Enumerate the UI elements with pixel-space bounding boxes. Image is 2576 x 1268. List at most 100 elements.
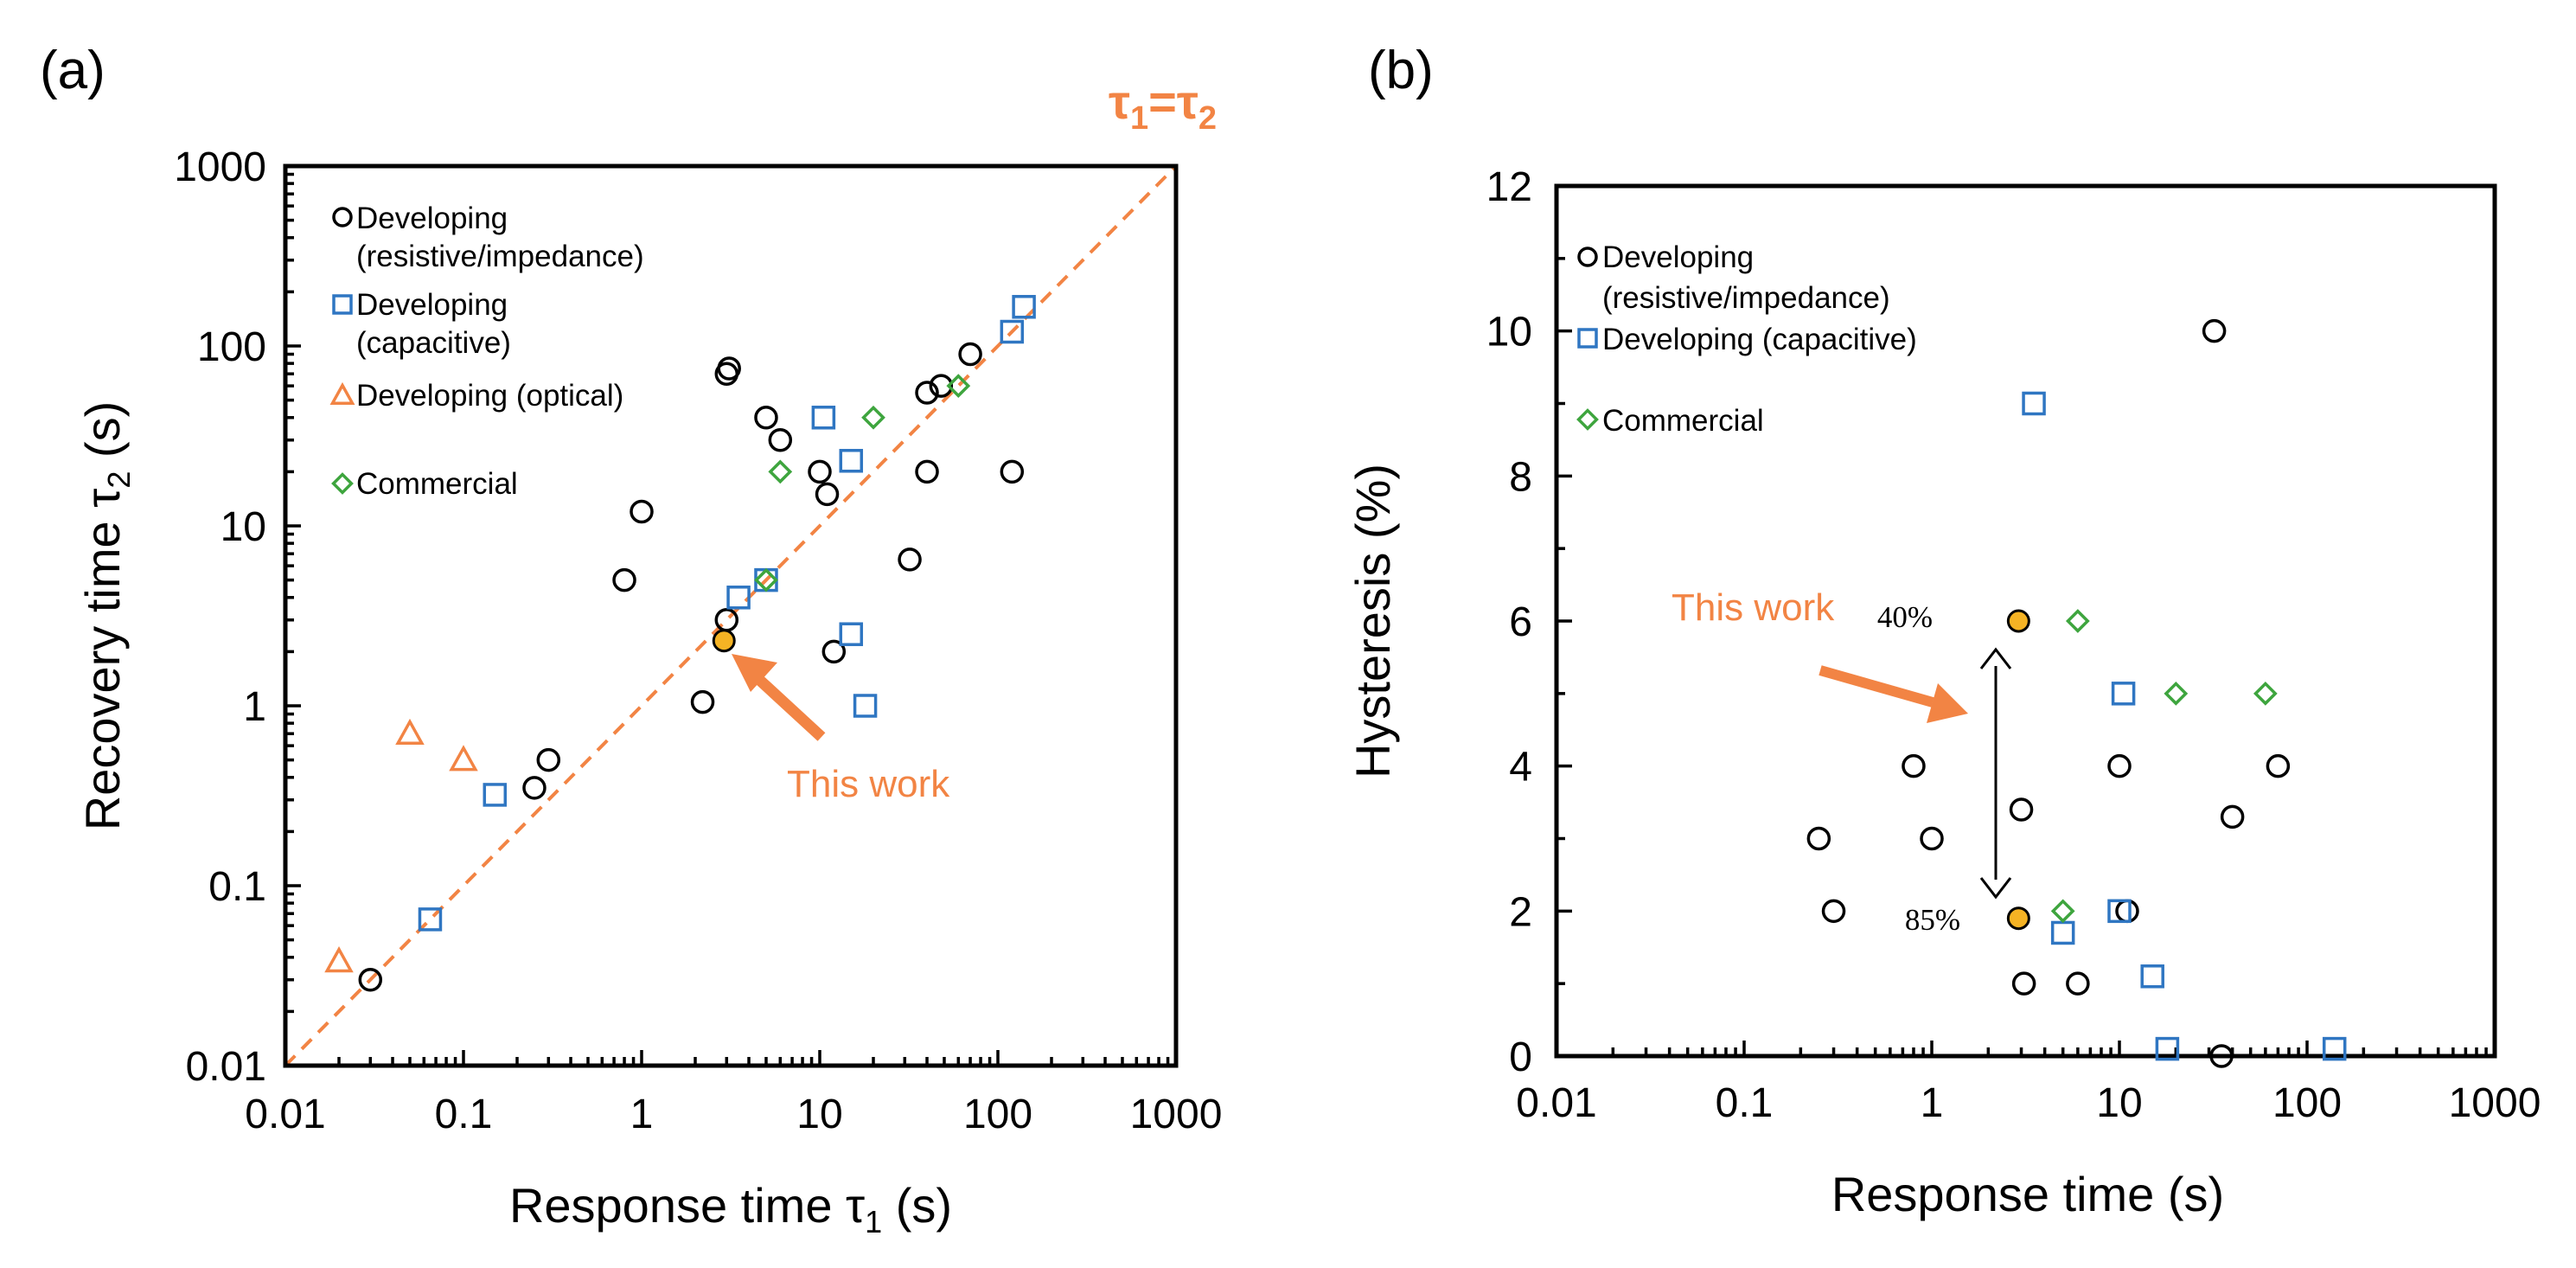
b-x-tick-label: 100 xyxy=(2272,1080,2342,1126)
a-point-circle xyxy=(522,776,547,800)
b-point-circle xyxy=(2115,899,2139,924)
b-y-tick-label: 6 xyxy=(1509,599,1532,645)
a-x-tick-label: 1000 xyxy=(1130,1092,1223,1137)
a-y-tick-label: 0.1 xyxy=(208,864,266,910)
panel-a-label: (a) xyxy=(40,41,105,100)
b-data-points xyxy=(1806,318,2347,1068)
a-point-square xyxy=(726,586,751,610)
a-point-square xyxy=(1012,295,1036,319)
b-percent-label-85: 85% xyxy=(1905,903,1960,937)
b-legend-commercial: Commercial xyxy=(1602,404,1764,438)
a-point-circle xyxy=(768,428,793,452)
b-point-circle xyxy=(2011,971,2036,996)
a-this-work-label: This work xyxy=(787,763,950,805)
b-legend-symbol-diamond xyxy=(1576,408,1599,431)
b-legend-resistive-line2: (resistive/impedance) xyxy=(1602,281,1890,315)
b-x-tick-labels: 0.01 0.1 1 10 100 1000 xyxy=(1516,1080,2541,1126)
a-point-triangle xyxy=(324,946,354,973)
a-legend-capacitive-line2: (capacitive) xyxy=(356,326,511,360)
b-y-tick-label: 12 xyxy=(1486,164,1532,210)
a-legend-symbol-triangle xyxy=(329,381,355,405)
a-point-circle xyxy=(612,567,636,592)
a-point-circle xyxy=(630,499,654,524)
b-point-diamond xyxy=(2050,899,2075,924)
a-point-circle xyxy=(821,639,847,664)
a-diagonal-label: τ1=τ2 xyxy=(1109,74,1217,137)
b-point-circle xyxy=(1920,826,1944,851)
b-percent-label-40: 40% xyxy=(1877,600,1933,634)
a-legend-resistive-line2: (resistive/impedance) xyxy=(356,240,644,273)
b-y-tick-labels: 0 2 4 6 8 10 12 xyxy=(1486,164,1532,1080)
a-diag-sub2: 2 xyxy=(1199,100,1217,137)
a-y-tick-label: 0.01 xyxy=(186,1044,266,1090)
a-point-circle xyxy=(815,482,840,507)
a-point-diamond xyxy=(861,405,885,430)
a-legend-symbol-square xyxy=(332,294,353,315)
a-x-tick-labels: 0.01 0.1 1 10 100 1000 xyxy=(245,1092,1222,1137)
b-x-tick-label: 1 xyxy=(1921,1080,1944,1126)
b-x-tick-label: 10 xyxy=(2096,1080,2142,1126)
a-point-diamond xyxy=(946,374,971,399)
a-x-title-main: Response time τ xyxy=(509,1178,865,1233)
a-y-tick-label: 10 xyxy=(221,504,266,550)
a-plot-frame xyxy=(283,163,1179,1068)
a-point-diamond xyxy=(768,459,793,484)
a-point-square xyxy=(418,907,443,932)
a-point-circle xyxy=(717,356,741,381)
a-point-triangle xyxy=(449,745,478,772)
panel-b-label: (b) xyxy=(1368,41,1434,100)
b-point-filled-circle xyxy=(2006,906,2030,931)
b-legend: Developing (resistive/impedance) Develop… xyxy=(1576,240,1917,438)
a-legend-commercial: Commercial xyxy=(356,467,518,501)
b-point-diamond xyxy=(2253,681,2278,706)
b-y-tick-label: 4 xyxy=(1509,745,1532,791)
b-point-square xyxy=(2107,899,2132,924)
b-legend-symbol-square xyxy=(1577,328,1598,349)
b-legend-resistive-line1: Developing xyxy=(1602,240,1754,274)
b-point-circle xyxy=(1806,826,1831,851)
a-legend-resistive-line1: Developing xyxy=(356,202,508,235)
a-x-tick-label: 0.1 xyxy=(435,1092,493,1137)
b-point-circle xyxy=(2202,318,2227,343)
a-y-tick-labels: 0.01 0.1 1 10 100 1000 xyxy=(174,144,266,1090)
a-point-circle xyxy=(754,406,778,430)
a-point-circle xyxy=(358,968,383,992)
a-point-circle xyxy=(714,608,739,632)
a-point-circle xyxy=(915,459,939,484)
a-x-tick-label: 0.01 xyxy=(245,1092,325,1137)
b-point-square xyxy=(2022,391,2046,416)
b-plot-frame xyxy=(1554,183,2497,1059)
a-point-circle xyxy=(690,689,715,714)
b-double-arrow xyxy=(1979,647,2012,900)
a-y-title-sub: 2 xyxy=(101,471,137,489)
a-x-tick-label: 100 xyxy=(963,1092,1032,1137)
a-point-square xyxy=(853,694,878,718)
a-point-triangle xyxy=(395,718,425,746)
a-point-circle xyxy=(1000,459,1025,484)
a-legend-symbol-circle xyxy=(332,207,353,227)
b-x-tick-label: 0.1 xyxy=(1716,1080,1774,1126)
b-y-tick-label: 10 xyxy=(1486,310,1532,355)
a-point-filled-circle xyxy=(712,629,736,653)
a-point-circle xyxy=(929,374,954,398)
a-point-circle xyxy=(915,381,939,405)
a-legend: Developing (resistive/impedance) Develop… xyxy=(329,202,644,501)
a-y-tick-label: 1000 xyxy=(174,144,266,190)
a-x-title-sub: 1 xyxy=(865,1204,882,1239)
b-point-circle xyxy=(2009,797,2034,822)
a-legend-optical: Developing (optical) xyxy=(356,379,623,413)
b-point-circle xyxy=(1821,899,1846,924)
b-point-circle xyxy=(2266,753,2291,778)
a-y-title-main: Recovery time τ xyxy=(75,489,130,831)
a-point-square xyxy=(483,783,508,807)
a-x-axis-title: Response time τ1 (s) xyxy=(509,1178,952,1239)
b-point-circle xyxy=(2066,971,2090,996)
b-point-circle xyxy=(2220,804,2245,829)
b-x-tick-label: 0.01 xyxy=(1516,1080,1596,1126)
b-legend-capacitive: Developing (capacitive) xyxy=(1602,323,1917,356)
a-x-title-unit: (s) xyxy=(882,1178,952,1233)
panel-a: (a) τ1=τ2 0.01 0.1 1 10 100 1000 0.010.111010… xyxy=(40,41,1222,1239)
b-x-tick-label: 1000 xyxy=(2449,1080,2541,1126)
a-y-tick-label: 1 xyxy=(243,684,266,730)
